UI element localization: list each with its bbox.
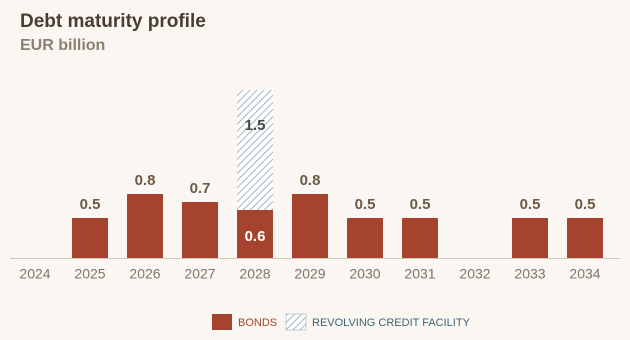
bond-bar — [292, 194, 328, 258]
bond-bar — [237, 210, 273, 258]
bond-bar — [182, 202, 218, 258]
x-tick-label: 2029 — [294, 266, 325, 282]
value-label: 0.5 — [575, 196, 596, 213]
x-tick-label: 2030 — [349, 266, 380, 282]
bond-bar — [72, 218, 108, 258]
x-tick-label: 2032 — [459, 266, 490, 282]
x-tick-label: 2027 — [184, 266, 215, 282]
value-label: 0.7 — [190, 180, 211, 197]
bond-bar — [567, 218, 603, 258]
value-label: 0.5 — [80, 196, 101, 213]
value-label: 0.8 — [135, 172, 156, 189]
value-label: 0.5 — [520, 196, 541, 213]
rcf-bar — [237, 90, 273, 210]
value-label: 0.5 — [410, 196, 431, 213]
chart-title: Debt maturity profile — [20, 11, 206, 32]
bond-bar — [347, 218, 383, 258]
x-tick-label: 2024 — [19, 266, 50, 282]
legend-label: BONDS — [238, 317, 277, 329]
bond-bar — [512, 218, 548, 258]
value-label: 1.5 — [245, 117, 266, 134]
x-tick-label: 2026 — [129, 266, 160, 282]
legend-label: REVOLVING CREDIT FACILITY — [312, 317, 471, 329]
bond-bar — [402, 218, 438, 258]
x-tick-label: 2034 — [569, 266, 600, 282]
value-label: 0.8 — [300, 172, 321, 189]
x-tick-label: 2025 — [74, 266, 105, 282]
x-tick-label: 2031 — [404, 266, 435, 282]
x-tick-label: 2033 — [514, 266, 545, 282]
chart-subtitle: EUR billion — [20, 37, 105, 54]
x-tick-label: 2028 — [239, 266, 270, 282]
legend-swatch — [212, 314, 232, 330]
bond-bar — [127, 194, 163, 258]
value-label: 0.5 — [355, 196, 376, 213]
value-label: 0.6 — [245, 228, 266, 245]
legend-swatch — [285, 313, 307, 331]
